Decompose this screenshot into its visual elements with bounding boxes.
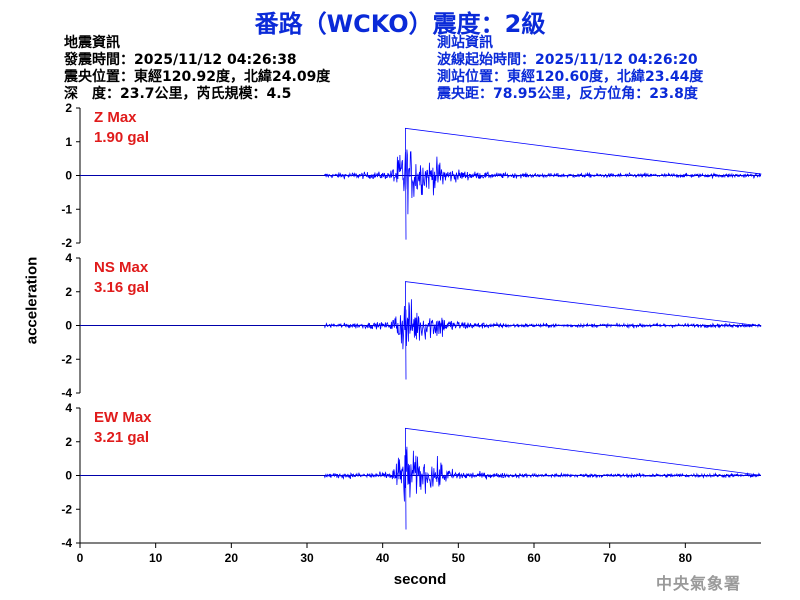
z-y-tick-label: -1 [61,202,72,216]
x-tick-label: 50 [452,551,466,565]
x-tick-label: 60 [527,551,541,565]
x-tick-label: 30 [300,551,314,565]
z-waveform [324,127,762,240]
quake-info-heading: 地震資訊 [64,35,120,51]
ew-y-tick-label: 2 [65,435,72,449]
quake-info-block: 地震資訊 發震時間：2025/11/12 04:26:38 震央位置：東經120… [64,35,330,103]
ew-y-tick-label: 0 [65,469,72,483]
z-max-label: Z Max 1.90 gal [94,108,149,148]
x-tick-label: 20 [225,551,239,565]
chart-title: 番路（WCKO）震度：2級 [254,10,546,38]
ns-max-title: NS Max [94,259,149,276]
distance-azimuth: 震央距：78.95公里，反方位角：23.8度 [437,86,698,102]
epicenter-location: 震央位置：東經120.92度，北緯24.09度 [64,69,331,85]
z-y-tick-label: 1 [65,135,72,149]
x-tick-label: 80 [679,551,693,565]
ew-max-title: EW Max [94,409,152,426]
x-tick-label: 10 [149,551,163,565]
ns-y-tick-label: 0 [65,319,72,333]
x-tick-label: 40 [376,551,390,565]
y-axis-label: acceleration [23,256,41,345]
x-axis-label: second [393,571,447,588]
wave-start-time: 波線起始時間：2025/11/12 04:26:20 [437,52,698,68]
ns-y-tick-label: 4 [65,251,72,265]
ns-y-tick-label: -2 [61,352,72,366]
station-info-heading: 測站資訊 [437,35,493,51]
z-y-tick-label: 0 [65,169,72,183]
ew-y-tick-label: 4 [65,401,72,415]
z-max-value: 1.90 gal [94,129,150,146]
ns-max-value: 3.16 gal [94,279,150,296]
ew-max-value: 3.21 gal [94,429,150,446]
z-y-tick-label: -2 [61,236,72,250]
ns-y-tick-label: -4 [61,386,72,400]
z-max-title: Z Max [94,109,137,126]
ew-y-tick-label: -2 [61,502,72,516]
station-location: 測站位置：東經120.60度，北緯23.44度 [437,69,704,85]
origin-time: 發震時間：2025/11/12 04:26:38 [64,52,297,68]
ew-max-label: EW Max 3.21 gal [94,408,152,448]
ew-waveform [324,427,761,530]
cwa-watermark: 中央氣象署 [656,574,742,593]
x-tick-label: 0 [77,551,84,565]
station-info-block: 測站資訊 波線起始時間：2025/11/12 04:26:20 測站位置：東經1… [437,35,703,103]
ew-y-tick-label: -4 [61,536,72,550]
ns-y-tick-label: 2 [65,285,72,299]
depth-magnitude: 深 度：23.7公里，芮氏規模：4.5 [64,86,292,102]
x-tick-label: 70 [603,551,617,565]
ns-waveform [324,281,762,380]
ns-max-label: NS Max 3.16 gal [94,258,149,298]
z-y-tick-label: 2 [65,101,72,115]
